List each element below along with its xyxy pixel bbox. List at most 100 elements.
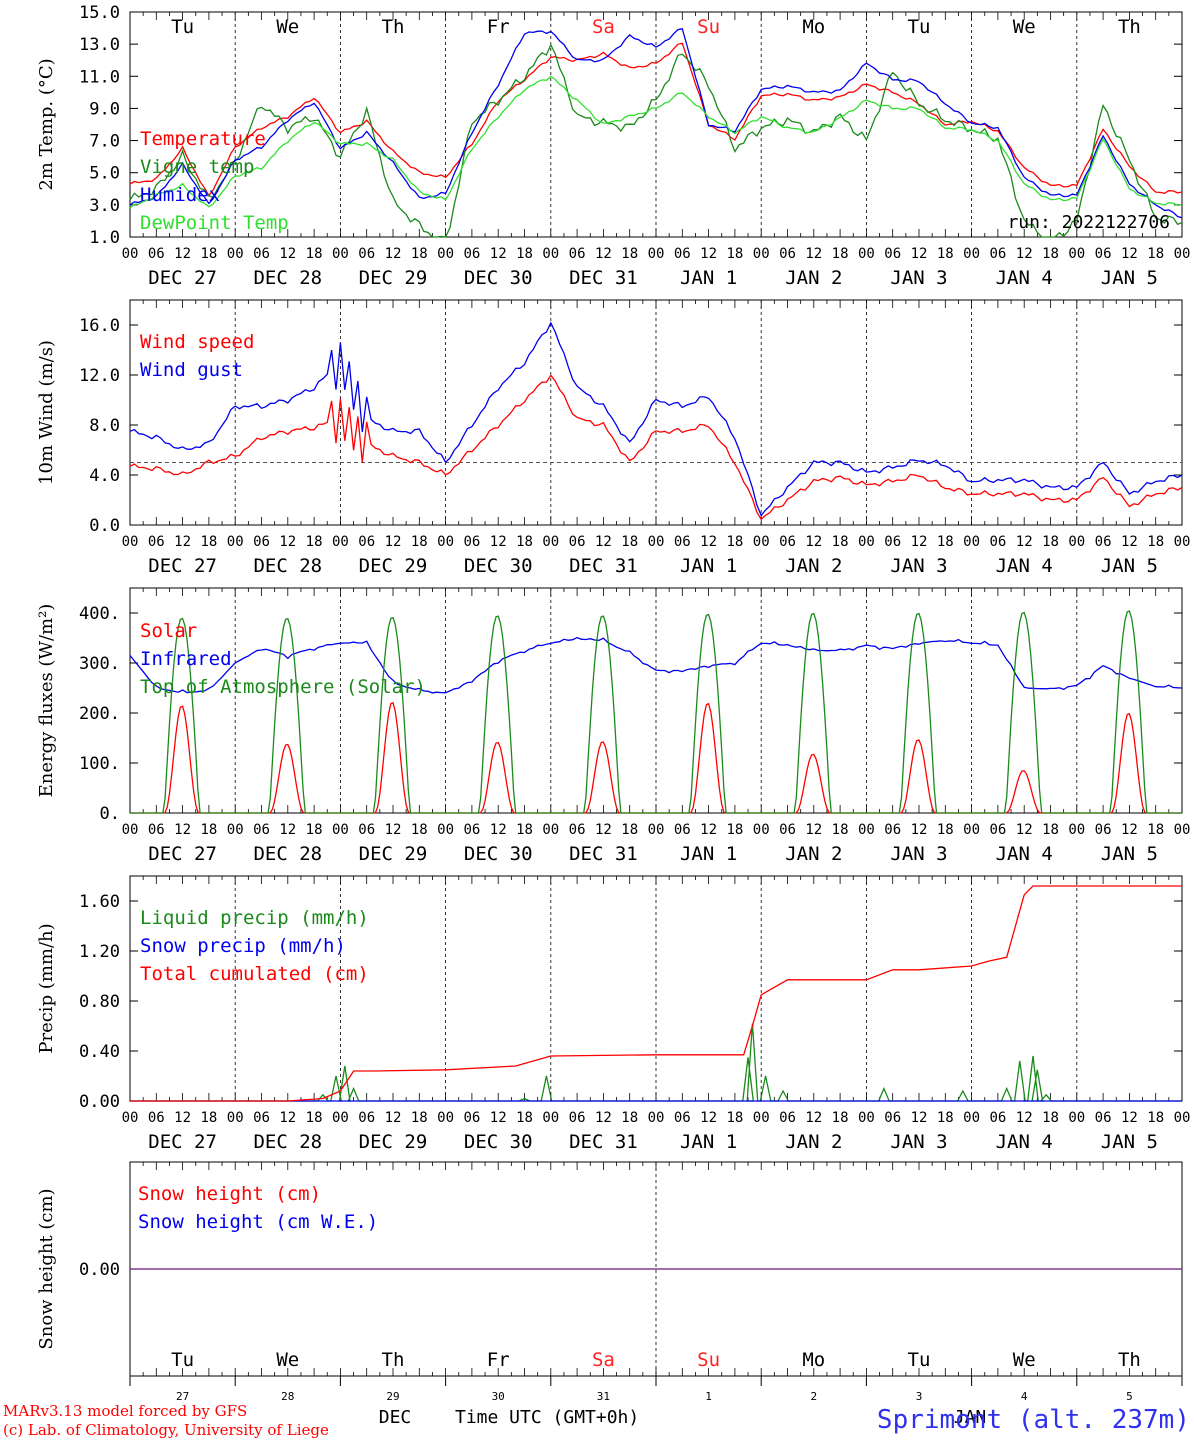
hour-tick-label: 18	[200, 822, 217, 838]
y-tick-label: 8.0	[89, 416, 120, 436]
hour-tick-label: 18	[411, 1110, 428, 1126]
hour-tick-label: 18	[1147, 822, 1164, 838]
hour-tick-label: 12	[174, 822, 191, 838]
hour-tick-label: 12	[490, 246, 507, 262]
weekday-label: Tu	[908, 1349, 931, 1371]
hour-tick-label: 12	[279, 534, 296, 550]
hour-tick-label: 00	[1068, 822, 1085, 838]
hour-tick-label: 06	[463, 822, 480, 838]
hour-tick-label: 12	[805, 822, 822, 838]
hour-tick-label: 00	[1174, 534, 1191, 550]
day-number-label: 4	[1021, 1390, 1028, 1403]
hour-tick-label: 12	[595, 246, 612, 262]
hour-tick-label: 12	[911, 822, 928, 838]
date-label: DEC 30	[464, 1131, 533, 1153]
date-label: JAN 1	[680, 555, 737, 577]
weekday-label: Tu	[908, 16, 931, 38]
hour-tick-label: 00	[437, 1110, 454, 1126]
hour-tick-label: 06	[884, 534, 901, 550]
y-tick-label: 0.40	[79, 1042, 120, 1062]
day-number-label: 31	[597, 1390, 610, 1403]
weekday-label: Su	[697, 16, 720, 38]
hour-tick-label: 18	[1042, 246, 1059, 262]
weekday-label: Tu	[171, 1349, 194, 1371]
hour-tick-label: 00	[1068, 1110, 1085, 1126]
hour-tick-label: 06	[779, 534, 796, 550]
date-label: JAN 1	[680, 1131, 737, 1153]
hour-tick-label: 12	[490, 1110, 507, 1126]
y-tick-label: 7.0	[89, 132, 120, 152]
hour-tick-label: 12	[1121, 1110, 1138, 1126]
weekday-label: We	[276, 16, 299, 38]
date-label: JAN 5	[1101, 1131, 1158, 1153]
hour-tick-label: 06	[989, 822, 1006, 838]
hour-tick-label: 18	[1147, 246, 1164, 262]
hour-tick-label: 00	[963, 246, 980, 262]
hour-tick-label: 06	[1095, 1110, 1112, 1126]
day-number-label: 5	[1126, 1390, 1133, 1403]
weekday-label: Th	[382, 16, 405, 38]
hour-tick-label: 12	[1121, 822, 1138, 838]
y-axis-label: Energy fluxes (W/m²)	[36, 604, 57, 798]
y-tick-label: 200.	[79, 704, 120, 724]
model-credit-line: MARv3.13 model forced by GFS	[3, 1402, 247, 1420]
hour-tick-label: 18	[306, 246, 323, 262]
hour-tick-label: 00	[648, 822, 665, 838]
hour-tick-label: 12	[490, 534, 507, 550]
weekday-label: We	[276, 1349, 299, 1371]
hour-tick-label: 00	[542, 534, 559, 550]
weekday-label: Fr	[487, 16, 510, 38]
hour-tick-label: 00	[227, 246, 244, 262]
hour-tick-label: 00	[437, 822, 454, 838]
hour-tick-label: 06	[358, 822, 375, 838]
hour-tick-label: 06	[989, 246, 1006, 262]
date-label: DEC 31	[569, 1131, 638, 1153]
y-tick-label: 13.0	[79, 35, 120, 55]
hour-tick-label: 06	[989, 1110, 1006, 1126]
hour-tick-label: 18	[621, 822, 638, 838]
hour-tick-label: 00	[122, 822, 139, 838]
hour-tick-label: 00	[1068, 534, 1085, 550]
date-label: DEC 27	[148, 555, 217, 577]
station-label: Sprimont (alt. 237m)	[877, 1405, 1190, 1435]
date-label: JAN 5	[1101, 267, 1158, 289]
day-number-label: 3	[916, 1390, 923, 1403]
hour-tick-label: 06	[569, 246, 586, 262]
legend-entry: Snow height (cm W.E.)	[138, 1211, 378, 1233]
hour-tick-label: 00	[122, 534, 139, 550]
y-axis-label: 10m Wind (m/s)	[36, 340, 57, 485]
hour-tick-label: 18	[516, 822, 533, 838]
hour-tick-label: 00	[753, 246, 770, 262]
hour-tick-label: 12	[1016, 1110, 1033, 1126]
y-tick-label: 4.0	[89, 466, 120, 486]
hour-tick-label: 12	[174, 1110, 191, 1126]
hour-tick-label: 06	[674, 534, 691, 550]
hour-tick-label: 00	[858, 246, 875, 262]
precip-series-line	[130, 885, 1182, 1102]
date-label: DEC 31	[569, 555, 638, 577]
weekday-label: Th	[1118, 16, 1141, 38]
date-label: JAN 5	[1101, 843, 1158, 865]
weekday-label: Tu	[171, 16, 194, 38]
date-label: JAN 4	[996, 267, 1053, 289]
date-label: DEC 27	[148, 267, 217, 289]
hour-tick-label: 18	[516, 246, 533, 262]
day-number-label: 30	[492, 1390, 505, 1403]
hour-tick-label: 18	[411, 534, 428, 550]
date-label: JAN 3	[890, 843, 947, 865]
date-label: JAN 3	[890, 1131, 947, 1153]
legend-entry: Snow height (cm)	[138, 1183, 321, 1205]
hour-tick-label: 18	[516, 1110, 533, 1126]
hour-tick-label: 12	[385, 246, 402, 262]
hour-tick-label: 06	[779, 246, 796, 262]
hour-tick-label: 00	[1174, 246, 1191, 262]
precip-series-line	[130, 1023, 1182, 1102]
hour-tick-label: 12	[1016, 534, 1033, 550]
hour-tick-label: 06	[358, 246, 375, 262]
date-label: DEC 28	[253, 843, 322, 865]
hour-tick-label: 06	[674, 822, 691, 838]
hour-tick-label: 00	[332, 534, 349, 550]
hour-tick-label: 06	[358, 534, 375, 550]
date-label: DEC 28	[253, 267, 322, 289]
